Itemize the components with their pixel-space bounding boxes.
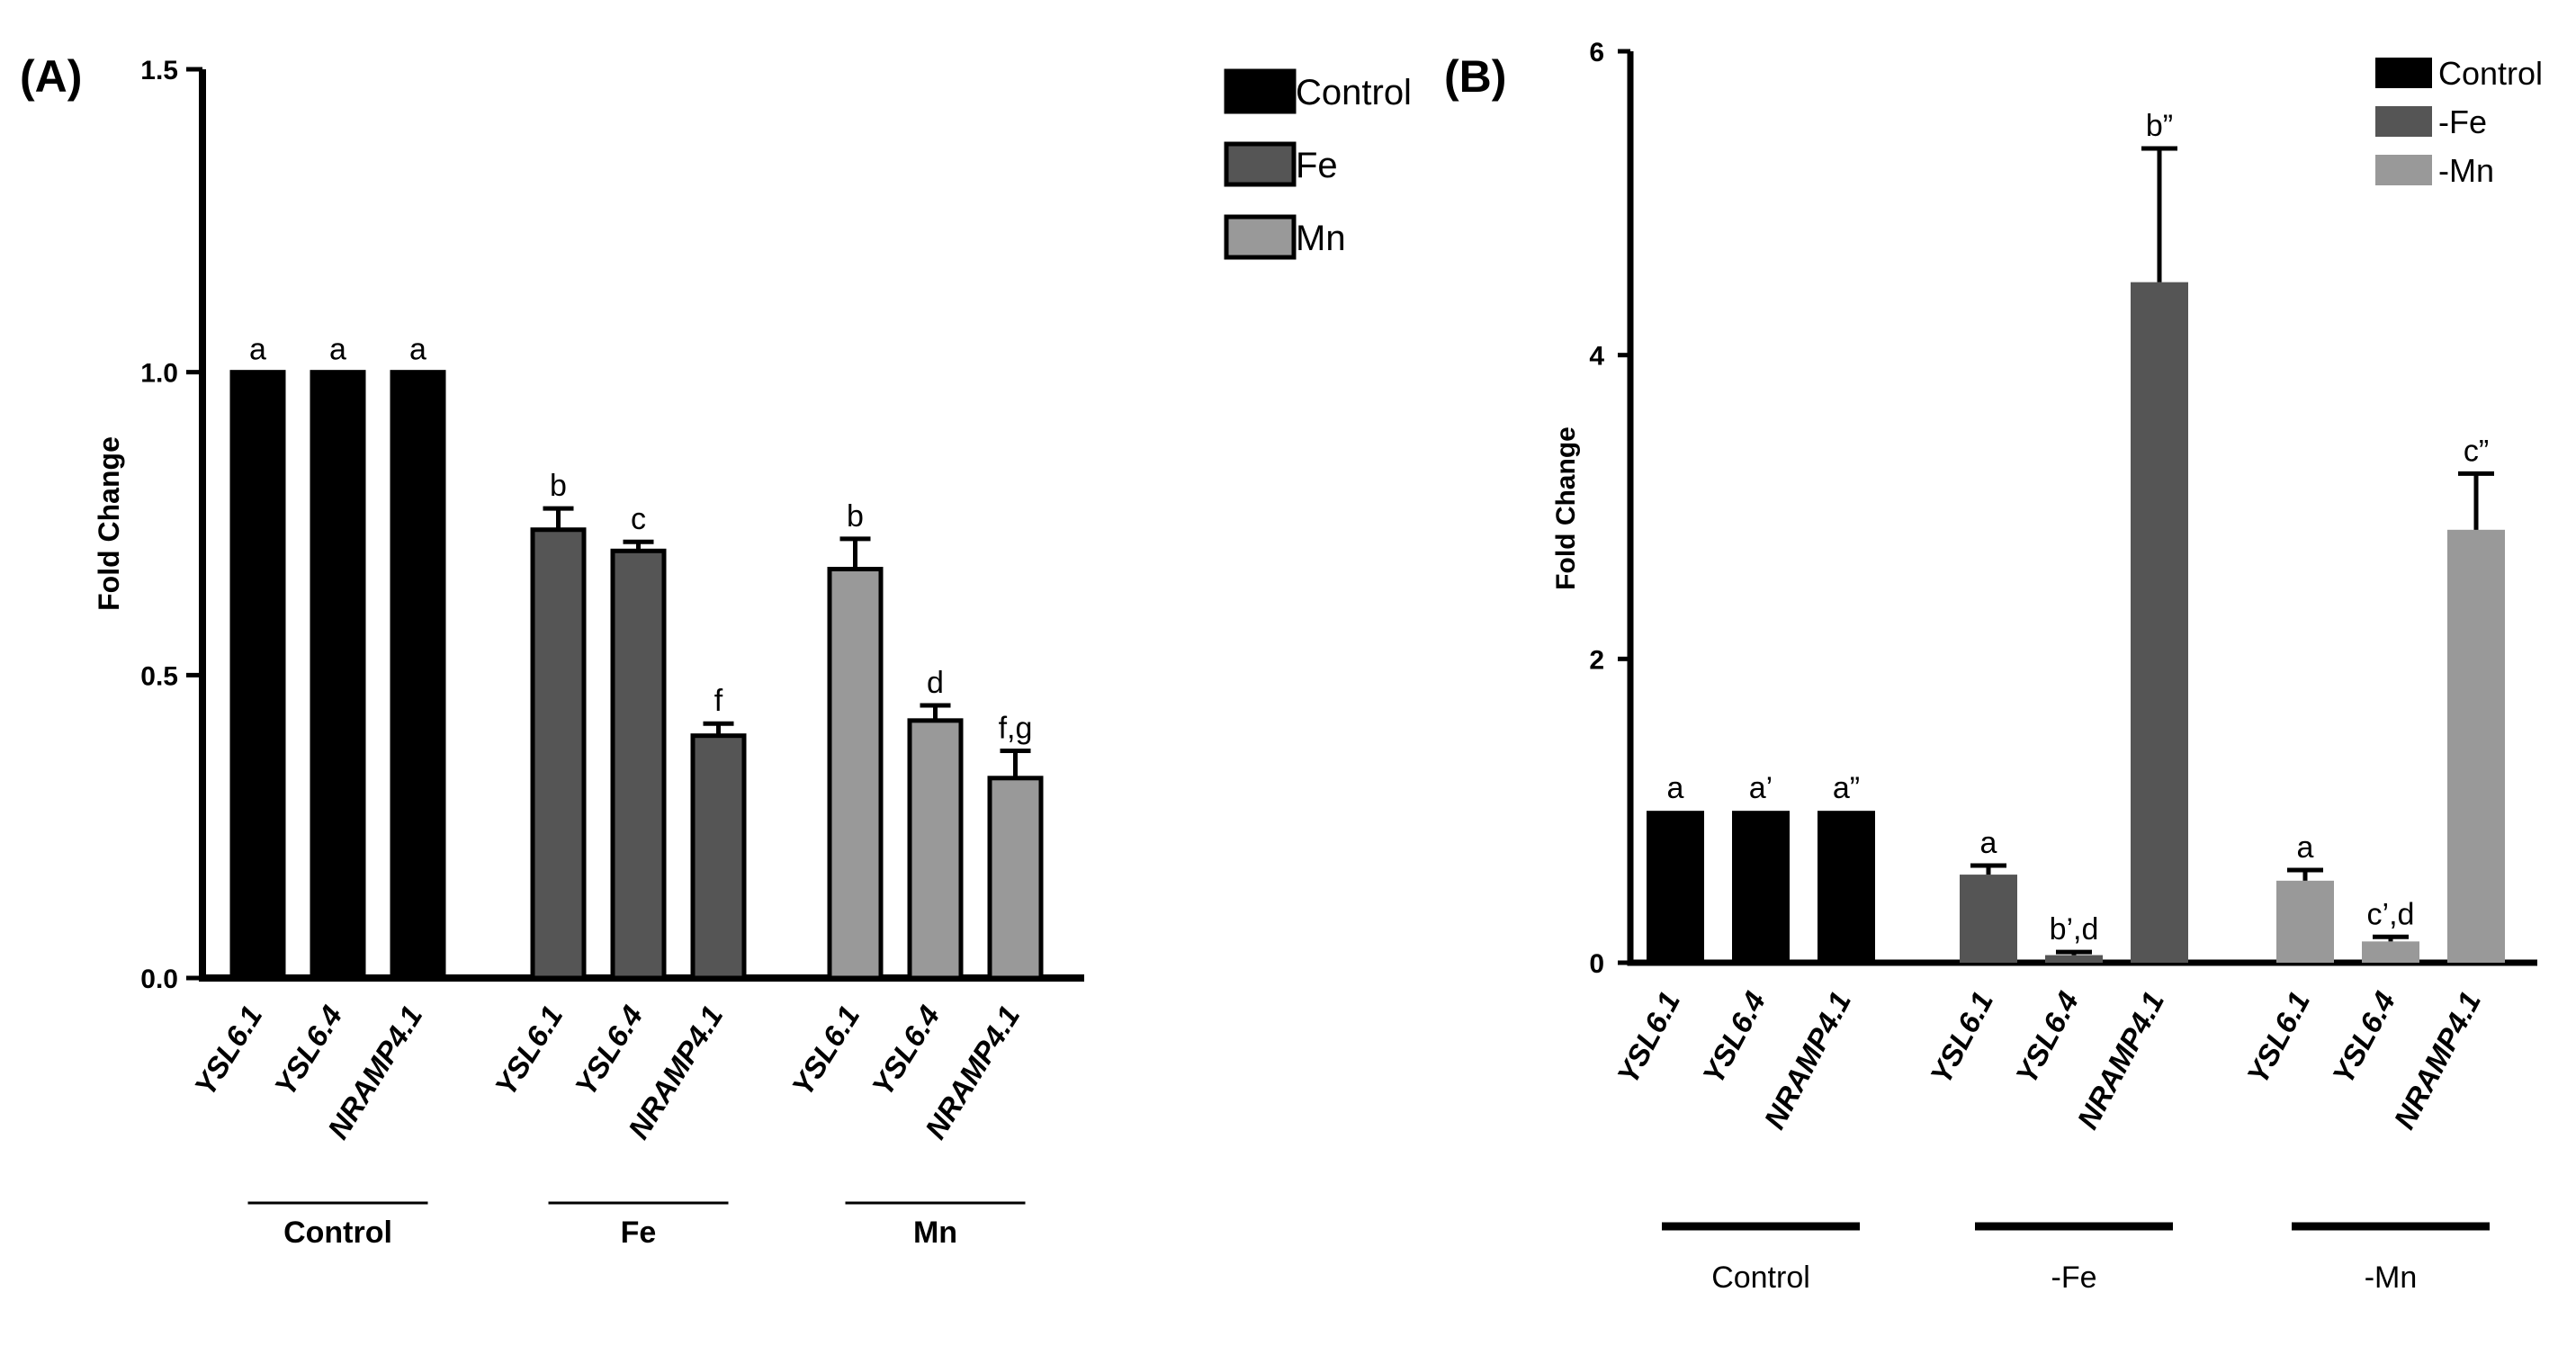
bar [2276, 880, 2334, 963]
significance-letter: a” [1833, 771, 1860, 805]
bar [1960, 875, 2017, 963]
significance-letter: a [1667, 771, 1684, 805]
legend-label: -Fe [2438, 103, 2487, 140]
significance-letter: c’,d [2367, 897, 2415, 931]
bar [907, 718, 964, 981]
y-tick-label: 0.0 [140, 965, 178, 994]
significance-letter: b’,d [2050, 912, 2099, 947]
x-tick-label: NRAMP4.1 [2070, 986, 2170, 1135]
y-tick-label: 0 [1589, 949, 1604, 979]
panel-b-chart: (B) Fold Change 0 2 4 6 a YSL6.1 a’ YSL6.4 a” NRAMP… [1444, 38, 2543, 1295]
y-tick-label: 0.5 [140, 661, 178, 691]
x-tick-label: YSL6.1 [1924, 986, 1999, 1090]
y-tick-label: 2 [1589, 645, 1604, 675]
legend-label: -Mn [2438, 152, 2494, 189]
bar [229, 370, 286, 981]
bar [2045, 955, 2103, 963]
significance-letter: b” [2146, 109, 2173, 143]
bar [1732, 811, 1790, 963]
group-label: -Mn [2365, 1261, 2418, 1295]
y-tick-label: 1.5 [140, 56, 178, 85]
legend-label: Control [1296, 73, 1412, 112]
bar [987, 776, 1044, 981]
x-tick-label: YSL6.4 [2009, 986, 2085, 1090]
panel-label: (A) [20, 51, 82, 102]
y-tick-label: 4 [1589, 342, 1604, 372]
x-tick-label: YSL6.4 [569, 1000, 650, 1101]
legend-label: Fe [1296, 146, 1338, 185]
bar [2131, 282, 2188, 963]
bar [1647, 811, 1704, 963]
group-label: Mn [913, 1216, 957, 1250]
y-tick-label: 6 [1589, 38, 1604, 67]
y-tick-label: 1.0 [140, 359, 178, 389]
significance-letter: b [847, 499, 864, 534]
group-label: Control [1711, 1261, 1810, 1295]
x-tick-label: YSL6.1 [1611, 986, 1686, 1090]
significance-letter: a’ [1749, 771, 1773, 805]
bar [827, 567, 884, 981]
legend-label: Control [2438, 55, 2543, 92]
bar [2447, 529, 2505, 963]
x-tick-label: YSL6.4 [2326, 986, 2401, 1090]
legend-swatch [1224, 214, 1297, 260]
x-tick-label: YSL6.1 [188, 1000, 269, 1101]
significance-letter: c [631, 502, 646, 536]
panel-a-chart: (A) Fold Change 0.0 0.5 1.0 1.5 a YSL6.1 a YSL6.4… [20, 51, 1412, 1250]
y-axis-label: Fold Change [93, 436, 125, 611]
x-tick-label: YSL6.4 [1696, 986, 1772, 1090]
bar [1818, 811, 1875, 963]
legend-swatch [1224, 141, 1297, 187]
legend-swatch [2375, 106, 2432, 137]
bar [310, 370, 366, 981]
significance-letter: f,g [999, 712, 1033, 746]
group-label: Control [283, 1216, 392, 1250]
legend-label: Mn [1296, 219, 1346, 258]
significance-letter: f [714, 684, 723, 718]
x-tick-label: YSL6.4 [268, 1000, 349, 1101]
y-axis-label: Fold Change [1551, 426, 1581, 590]
panel-label: (B) [1444, 51, 1506, 102]
x-tick-label: NRAMP4.1 [2387, 986, 2487, 1135]
significance-letter: a [2297, 830, 2314, 865]
significance-letter: a [249, 333, 266, 367]
significance-letter: b [550, 469, 567, 503]
legend-swatch [2375, 58, 2432, 88]
significance-letter: c” [2464, 434, 2489, 468]
group-label: -Fe [2051, 1261, 2097, 1295]
significance-letter: a [409, 333, 426, 367]
x-tick-label: YSL6.1 [489, 1000, 570, 1101]
bar [2362, 941, 2419, 963]
significance-letter: d [927, 666, 944, 700]
significance-letter: a [329, 333, 346, 367]
significance-letter: a [1980, 826, 1997, 860]
x-tick-label: NRAMP4.1 [1757, 986, 1857, 1135]
x-tick-label: YSL6.4 [866, 1000, 947, 1101]
x-tick-label: YSL6.1 [785, 1000, 866, 1101]
group-label: Fe [621, 1216, 657, 1250]
bar [690, 733, 747, 981]
legend-swatch [1224, 68, 1297, 114]
bar [390, 370, 446, 981]
x-tick-label: YSL6.1 [2240, 986, 2316, 1090]
bar [530, 527, 587, 981]
bar [610, 548, 667, 981]
legend-swatch [2375, 155, 2432, 185]
